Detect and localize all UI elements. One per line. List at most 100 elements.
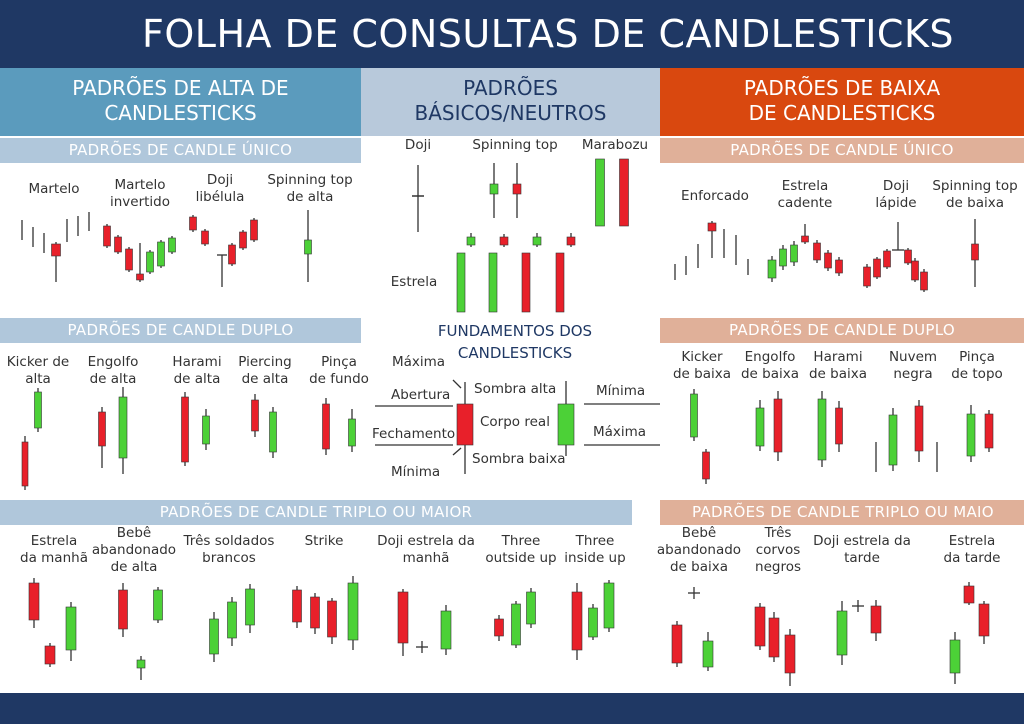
doji-lib-2-body [201, 230, 209, 245]
label-spinning-top: Spinning top [472, 137, 558, 153]
lapide-6-body [911, 260, 919, 281]
enforcado-candle-body [707, 222, 717, 232]
marabozu-green-body [595, 158, 605, 227]
cadente-3-body [790, 244, 798, 263]
pinca-topo-2-body [984, 413, 994, 449]
label-nuvem-negra: Nuvem negra [888, 349, 938, 382]
spinning-red-body [512, 183, 522, 195]
neutral-column-title-line2: BÁSICOS/NEUTROS [414, 101, 607, 125]
outside-1-body [494, 618, 504, 637]
estrela-tarde-3-body [978, 603, 990, 637]
anatomy-label-minima: Mínima [391, 464, 441, 480]
anatomy-label-maxima: Máxima [392, 354, 446, 370]
anat-candle-green-body [557, 403, 575, 446]
inside-1-body [571, 591, 583, 651]
martelo-inv-4-body [136, 273, 144, 281]
bebe-baixa-1-body [671, 624, 683, 664]
kicker-baixa-1-body [690, 393, 698, 438]
label-doji: Doji [404, 137, 432, 153]
nuvem-negra-2-body [914, 405, 924, 452]
bullish-column-header: PADRÕES DE ALTA DE CANDLESTICKS [0, 68, 361, 136]
header-banner: FOLHA DE CONSULTAS DE CANDLESTICKS [0, 0, 1024, 68]
kicker-alta-1-body [21, 441, 29, 487]
label-pinca-fundo: Pinça de fundo [309, 354, 369, 387]
label-kicker-alta: Kicker de alta [6, 354, 70, 387]
anatomy-label-sombra-baixa: Sombra baixa [472, 451, 566, 467]
soldados-2-body [227, 601, 237, 639]
label-doji-estrela-manha: Doji estrela da manhã [377, 533, 475, 566]
label-martelo: Martelo [28, 181, 80, 197]
estrela-big-4-body [555, 252, 565, 313]
estrela-small-4-body [566, 236, 576, 246]
piercing-alta-2-body [269, 411, 277, 453]
estrela-tarde-1-body [949, 639, 961, 674]
estrela-manha-3-body [65, 606, 77, 651]
outside-2-body [511, 603, 521, 646]
strike-4-body [347, 582, 359, 641]
page-title: FOLHA DE CONSULTAS DE CANDLESTICKS [142, 12, 954, 56]
estrela-tarde-2-body [963, 585, 975, 604]
soldados-3-body [245, 588, 255, 626]
spinning-green-body [489, 183, 499, 195]
lapide-3-body [883, 250, 891, 268]
martelo-inv-2-body [114, 236, 122, 253]
kicker-alta-2-body [34, 391, 42, 429]
anat-candle-red-body [456, 403, 474, 446]
doji-manha-1-body [397, 591, 409, 644]
spinning-baixa-body [971, 243, 979, 261]
label-bebe-abandonado-alta: Bebê abandonado de alta [91, 525, 177, 575]
estrela-manha-2-body [44, 645, 56, 665]
fundamentals-title: FUNDAMENTOS DOS CANDLESTICKS [437, 322, 593, 362]
inside-2-body [588, 607, 598, 638]
kicker-baixa-2-body [702, 451, 710, 480]
label-bebe-abandonado-baixa: Bebê abandonado de baixa [656, 525, 742, 575]
bear-single-section-bar: PADRÕES DE CANDLE ÚNICO [660, 138, 1024, 163]
corvos-1-body [754, 606, 766, 647]
cadente-2-body [779, 248, 787, 267]
bullish-column-title-line2: CANDLESTICKS [104, 101, 257, 125]
anat-arrow-maxima [452, 379, 462, 389]
bull-triple-section-bar: PADRÕES DE CANDLE TRIPLO OU MAIOR [0, 500, 632, 525]
label-doji-lapide: Doji lápide [875, 178, 917, 211]
bull-single-section-bar: PADRÕES DE CANDLE ÚNICO [0, 138, 361, 163]
estrela-small-3-body [532, 236, 542, 246]
label-engolfo-baixa: Engolfo de baixa [740, 349, 800, 382]
estrela-big-1-body [456, 252, 466, 313]
bearish-column-title-line1: PADRÕES DE BAIXA [743, 76, 941, 100]
lapide-1-body [863, 266, 871, 287]
anatomy-label-corpo-real: Corpo real [480, 414, 550, 430]
cadente-1-body [767, 259, 777, 279]
estrela-big-3-body [521, 252, 531, 313]
piercing-alta-1-body [251, 399, 259, 432]
nuvem-negra-1-body [888, 414, 898, 466]
footer-bar [0, 693, 1024, 724]
lapide-5-body [904, 249, 912, 264]
label-three-inside-up: Three inside up [564, 533, 626, 566]
doji-lib-5-body [239, 231, 247, 249]
martelo-candle-body [51, 243, 61, 257]
strike-1-body [292, 589, 302, 623]
estrela-big-2-body [488, 252, 498, 313]
anatomy-label-fechamento: Fechamento [372, 426, 456, 442]
anatomy-label-abertura: Abertura [391, 387, 451, 403]
strike-2-body [310, 596, 320, 629]
label-kicker-baixa: Kicker de baixa [672, 349, 732, 382]
bullish-column-title-line1: PADRÕES DE ALTA DE [72, 76, 289, 100]
marabozu-red-body [619, 158, 629, 227]
cadente-7-body [835, 259, 843, 274]
anatomy-label-maxima-right: Máxima [593, 424, 647, 440]
bebe-baixa-2-body [702, 640, 714, 668]
bear-triple-section-bar: PADRÕES DE CANDLE TRIPLO OU MAIO [660, 500, 1024, 525]
harami-alta-1-body [181, 396, 189, 463]
label-pinca-topo: Pinça de topo [951, 349, 1003, 382]
doji-lib-1-body [189, 216, 197, 231]
harami-alta-2-body [202, 415, 210, 445]
doji-manha-3-body [440, 610, 452, 650]
label-harami-baixa: Harami de baixa [808, 349, 868, 382]
bearish-column-header: PADRÕES DE BAIXA DE CANDLESTICKS [660, 68, 1024, 136]
neutral-column-header: PADRÕES BÁSICOS/NEUTROS [361, 68, 660, 136]
label-tres-corvos-negros: Três corvos negros [755, 525, 801, 575]
label-martelo-invertido: Martelo invertido [109, 177, 171, 210]
neutral-column-title-line1: PADRÕES [463, 76, 558, 100]
martelo-inv-5-body [146, 251, 154, 273]
